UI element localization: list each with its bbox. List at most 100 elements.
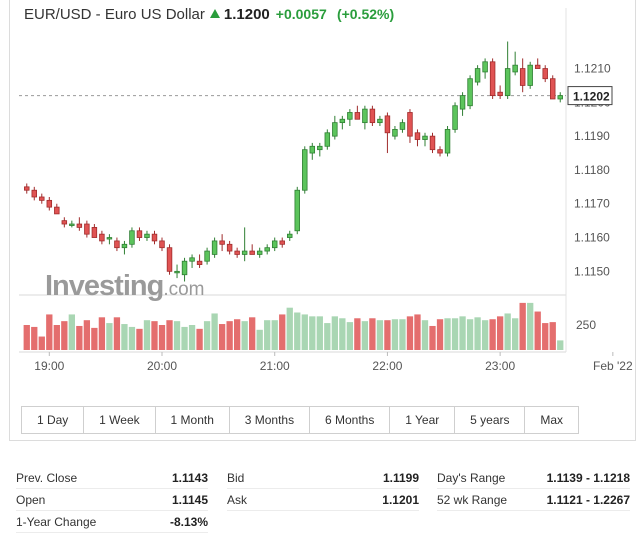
candle-body (347, 112, 353, 120)
candle-body (527, 64, 533, 86)
volume-bar (76, 325, 83, 350)
candle-body (31, 189, 38, 198)
volume-bar (489, 319, 496, 350)
volume-bar (106, 323, 113, 350)
stat-value: 1.1143 (171, 471, 208, 485)
stat-label: Ask (227, 493, 248, 507)
candle-body (46, 199, 53, 208)
volume-bar (429, 325, 436, 350)
candle-body (354, 112, 361, 120)
y-tick-label: 1.1160 (574, 231, 610, 245)
range-tab-1-week[interactable]: 1 Week (84, 407, 156, 433)
candle-body (181, 260, 188, 276)
volume-bar (316, 316, 323, 350)
last-price-label: 1.1202 (573, 90, 610, 104)
volume-bar (331, 316, 338, 350)
candle-body (24, 186, 30, 191)
candle-body (39, 196, 45, 201)
range-tab-max[interactable]: Max (540, 413, 564, 427)
y-tick-label: 1.1190 (574, 129, 610, 143)
x-tick-label: 23:00 (485, 359, 515, 373)
stat-ask: Ask 1.1201 (227, 490, 419, 511)
stat-open: Open 1.1145 (16, 490, 208, 511)
candle-body (136, 230, 143, 238)
candlestick-chart[interactable]: 1.1150 1.1160 1.1170 1.1180 1.1190 1.1200 1.12… (10, 0, 635, 400)
volume-bar (23, 325, 30, 350)
y-tick-label: 1.1180 (574, 163, 610, 177)
candle-body (121, 243, 128, 249)
candle-body (241, 250, 248, 255)
candle-body (407, 112, 413, 137)
volume-bar (549, 322, 556, 350)
volume-bar (158, 325, 166, 350)
volume-bar (474, 317, 481, 350)
volume-bar (421, 320, 429, 350)
instrument-header: EUR/USD - Euro US Dollar 1.1200 +0.0057 (+… (24, 6, 394, 23)
candle-body (159, 240, 165, 249)
candle-body (482, 61, 488, 73)
range-tab-5-years[interactable]: 5 years (455, 407, 526, 433)
range-tab-3-months[interactable]: 3 Months (230, 407, 311, 433)
volume-bar (68, 314, 75, 350)
stat-value: 1.1199 (382, 471, 419, 485)
candle-body (302, 149, 308, 191)
volume-bar (436, 319, 444, 350)
price-change: +0.0057 (275, 6, 327, 22)
volume-bar (414, 314, 421, 350)
stat-value: 1.1139 - 1.1218 (546, 471, 630, 485)
candle-body (557, 95, 563, 100)
candle-body (219, 240, 225, 245)
candle-body (369, 108, 376, 124)
range-tab-1-year[interactable]: 1 Year (390, 407, 456, 433)
stat-label: Prev. Close (16, 471, 78, 485)
volume-bar (346, 322, 354, 350)
candle-body (287, 233, 293, 238)
volume-bar (181, 326, 188, 350)
volume-bar (309, 316, 316, 350)
volume-bar (91, 327, 98, 350)
candle-body (542, 68, 548, 80)
volume-bar (496, 316, 504, 350)
candle-body (226, 243, 233, 252)
stat-value: -8.13% (169, 515, 208, 529)
volume-tick-label: 250 (576, 318, 596, 332)
candle-body (69, 223, 75, 226)
volume-bar (384, 320, 391, 350)
range-tab-1-day[interactable]: 1 Day (22, 407, 85, 433)
volume-bar (188, 325, 196, 350)
candle-body (144, 233, 150, 238)
candle-body (392, 128, 398, 137)
candle-body (279, 240, 285, 245)
volume-bar (256, 329, 263, 350)
candle-body (99, 233, 105, 242)
candle-body (174, 270, 180, 274)
volume-bar (279, 314, 286, 350)
candle-body (106, 237, 113, 240)
range-tab-1-month[interactable]: 1 Month (156, 407, 230, 433)
volume-bar (211, 313, 218, 350)
candle-body (519, 68, 526, 86)
volume-bar (519, 302, 526, 350)
volume-bar (534, 311, 541, 350)
candle-body (362, 108, 368, 124)
candle-body (377, 118, 383, 124)
instrument-name: EUR/USD - Euro US Dollar (24, 6, 205, 23)
volume-bar (53, 325, 60, 350)
range-tab-6-months[interactable]: 6 Months (310, 407, 391, 433)
stat-prev-close: Prev. Close 1.1143 (16, 468, 208, 489)
volume-bar (294, 312, 301, 350)
volume-bar (324, 323, 331, 350)
stat-label: 1-Year Change (16, 515, 97, 529)
candle-body (332, 122, 338, 137)
candle-body (504, 68, 511, 96)
stats-column-2: Bid 1.1199 Ask 1.1201 (227, 468, 419, 512)
price-change-percent: (+0.52%) (336, 6, 395, 22)
volume-bar (459, 316, 466, 350)
candle-body (422, 135, 428, 140)
volume-bar (301, 314, 308, 350)
candle-body (339, 118, 346, 124)
x-tick-label: 22:00 (372, 359, 402, 373)
chart-card: EUR/USD - Euro US Dollar 1.1200 +0.0057 (+… (9, 0, 636, 441)
candle-body (467, 78, 473, 107)
volume-bar (481, 320, 489, 350)
